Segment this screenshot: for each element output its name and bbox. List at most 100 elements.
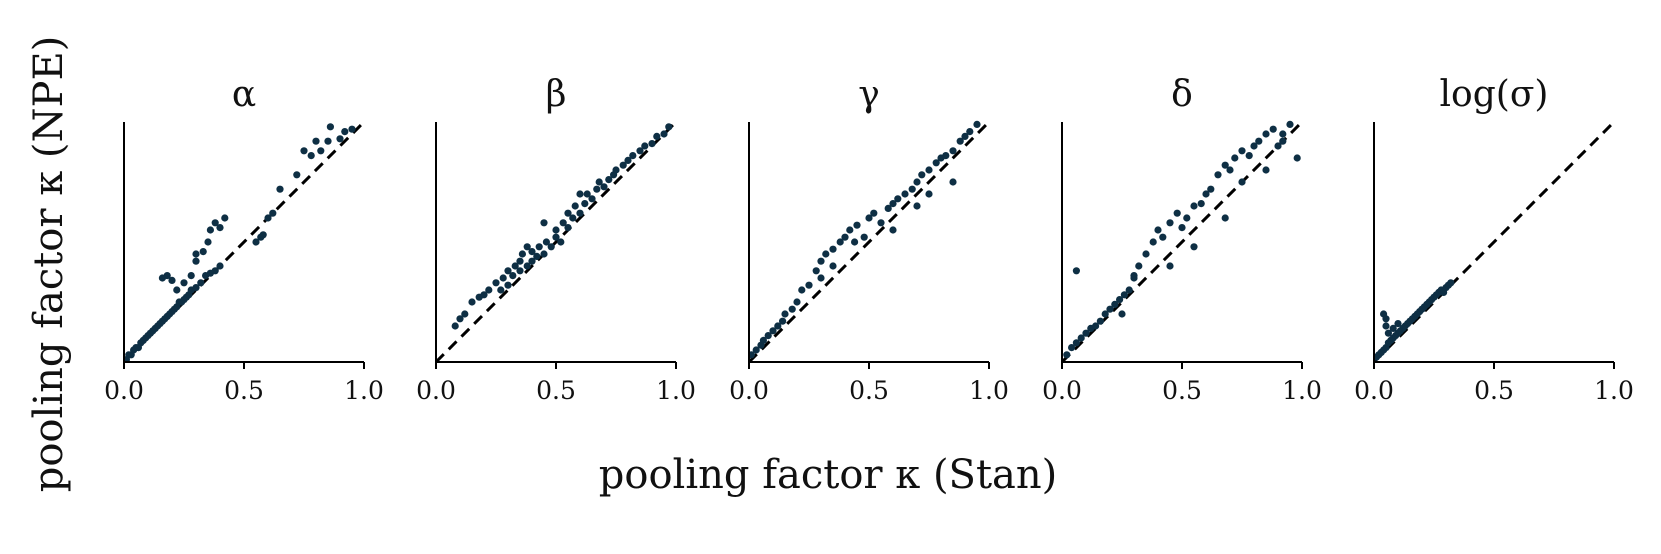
data-point: [653, 132, 661, 140]
data-point: [641, 142, 649, 150]
data-point: [1269, 125, 1277, 133]
data-point: [1183, 214, 1191, 222]
data-point: [1068, 344, 1076, 352]
data-point: [1142, 250, 1150, 258]
data-point: [583, 190, 591, 198]
data-point: [1130, 274, 1138, 282]
data-point: [564, 224, 572, 232]
data-point: [206, 226, 214, 234]
data-point: [619, 161, 627, 169]
x-tick-label: 1.0: [1282, 376, 1322, 405]
data-point: [528, 248, 536, 256]
data-point: [1190, 202, 1198, 210]
data-point: [774, 322, 782, 330]
data-point: [533, 252, 541, 260]
data-point: [216, 224, 224, 232]
data-point: [956, 137, 964, 145]
panel-title: δ: [1171, 74, 1193, 115]
data-point: [348, 125, 356, 133]
data-point: [163, 272, 171, 280]
data-point: [192, 257, 200, 265]
data-point: [759, 336, 768, 344]
data-point: [889, 226, 897, 234]
data-point: [499, 274, 507, 282]
data-point: [1221, 214, 1229, 222]
data-point: [1382, 315, 1390, 323]
data-point: [612, 166, 620, 174]
data-point: [211, 219, 219, 227]
data-point: [516, 267, 524, 275]
data-point: [605, 176, 613, 184]
data-point: [851, 238, 859, 246]
data-point: [817, 274, 825, 282]
data-point: [1072, 339, 1080, 347]
data-point: [1101, 310, 1109, 318]
data-point: [552, 226, 560, 234]
data-point: [569, 214, 577, 222]
data-point: [829, 245, 837, 253]
data-point: [564, 209, 572, 217]
data-point: [925, 190, 933, 198]
data-point: [1082, 329, 1090, 337]
x-tick-label: 1.0: [344, 376, 384, 405]
data-point: [204, 238, 212, 246]
data-point: [884, 204, 892, 212]
reference-line: [749, 120, 989, 362]
data-point: [293, 171, 301, 179]
data-point: [540, 250, 548, 258]
data-point: [516, 257, 524, 265]
data-point: [571, 202, 579, 210]
data-point: [1166, 262, 1174, 270]
data-point: [576, 190, 584, 198]
data-point: [180, 279, 188, 287]
data-point: [1120, 291, 1128, 299]
data-point: [264, 214, 272, 222]
x-tick-label: 0.0: [104, 376, 144, 405]
data-point: [1159, 233, 1167, 241]
data-point: [841, 233, 849, 241]
data-point: [192, 250, 200, 258]
data-point: [518, 250, 527, 258]
x-axis-title: pooling factor κ (Stan): [599, 452, 1058, 498]
data-point: [812, 267, 820, 275]
data-point: [1202, 190, 1210, 198]
data-point: [547, 243, 555, 251]
data-point: [817, 257, 825, 265]
data-point: [788, 305, 796, 313]
data-point: [829, 262, 837, 270]
data-point: [336, 135, 344, 143]
data-point: [781, 310, 789, 318]
data-point: [949, 178, 957, 186]
data-point: [593, 185, 601, 193]
data-point: [523, 262, 531, 270]
panel-3: γ 0.0 0.5 1.0: [729, 74, 1009, 405]
data-point: [276, 185, 284, 193]
data-point: [300, 147, 308, 155]
data-point: [793, 298, 801, 306]
data-point: [1125, 286, 1133, 294]
data-point: [1173, 209, 1181, 217]
panel-title: γ: [858, 74, 880, 115]
data-point: [559, 219, 567, 227]
data-point: [1226, 166, 1234, 174]
data-point: [581, 200, 589, 208]
plot-area: [436, 120, 676, 362]
data-point: [1116, 296, 1124, 304]
x-tick-label: 0.5: [849, 376, 889, 405]
data-point: [889, 200, 897, 208]
data-point: [1286, 120, 1294, 128]
y-axis-title: pooling factor κ (NPE): [26, 36, 72, 493]
data-point: [216, 262, 224, 270]
data-point: [870, 209, 878, 217]
data-point: [504, 267, 512, 275]
panel-title: log(σ): [1440, 74, 1549, 115]
data-point: [865, 214, 873, 222]
x-tick-label: 0.0: [729, 376, 769, 405]
data-point: [542, 238, 551, 246]
data-point: [1245, 152, 1253, 160]
data-point: [660, 130, 668, 138]
x-tick-label: 0.5: [1474, 376, 1514, 405]
x-tick-label: 0.5: [224, 376, 264, 405]
panel-4: δ 0.0 0.5 1.0: [1042, 74, 1322, 405]
